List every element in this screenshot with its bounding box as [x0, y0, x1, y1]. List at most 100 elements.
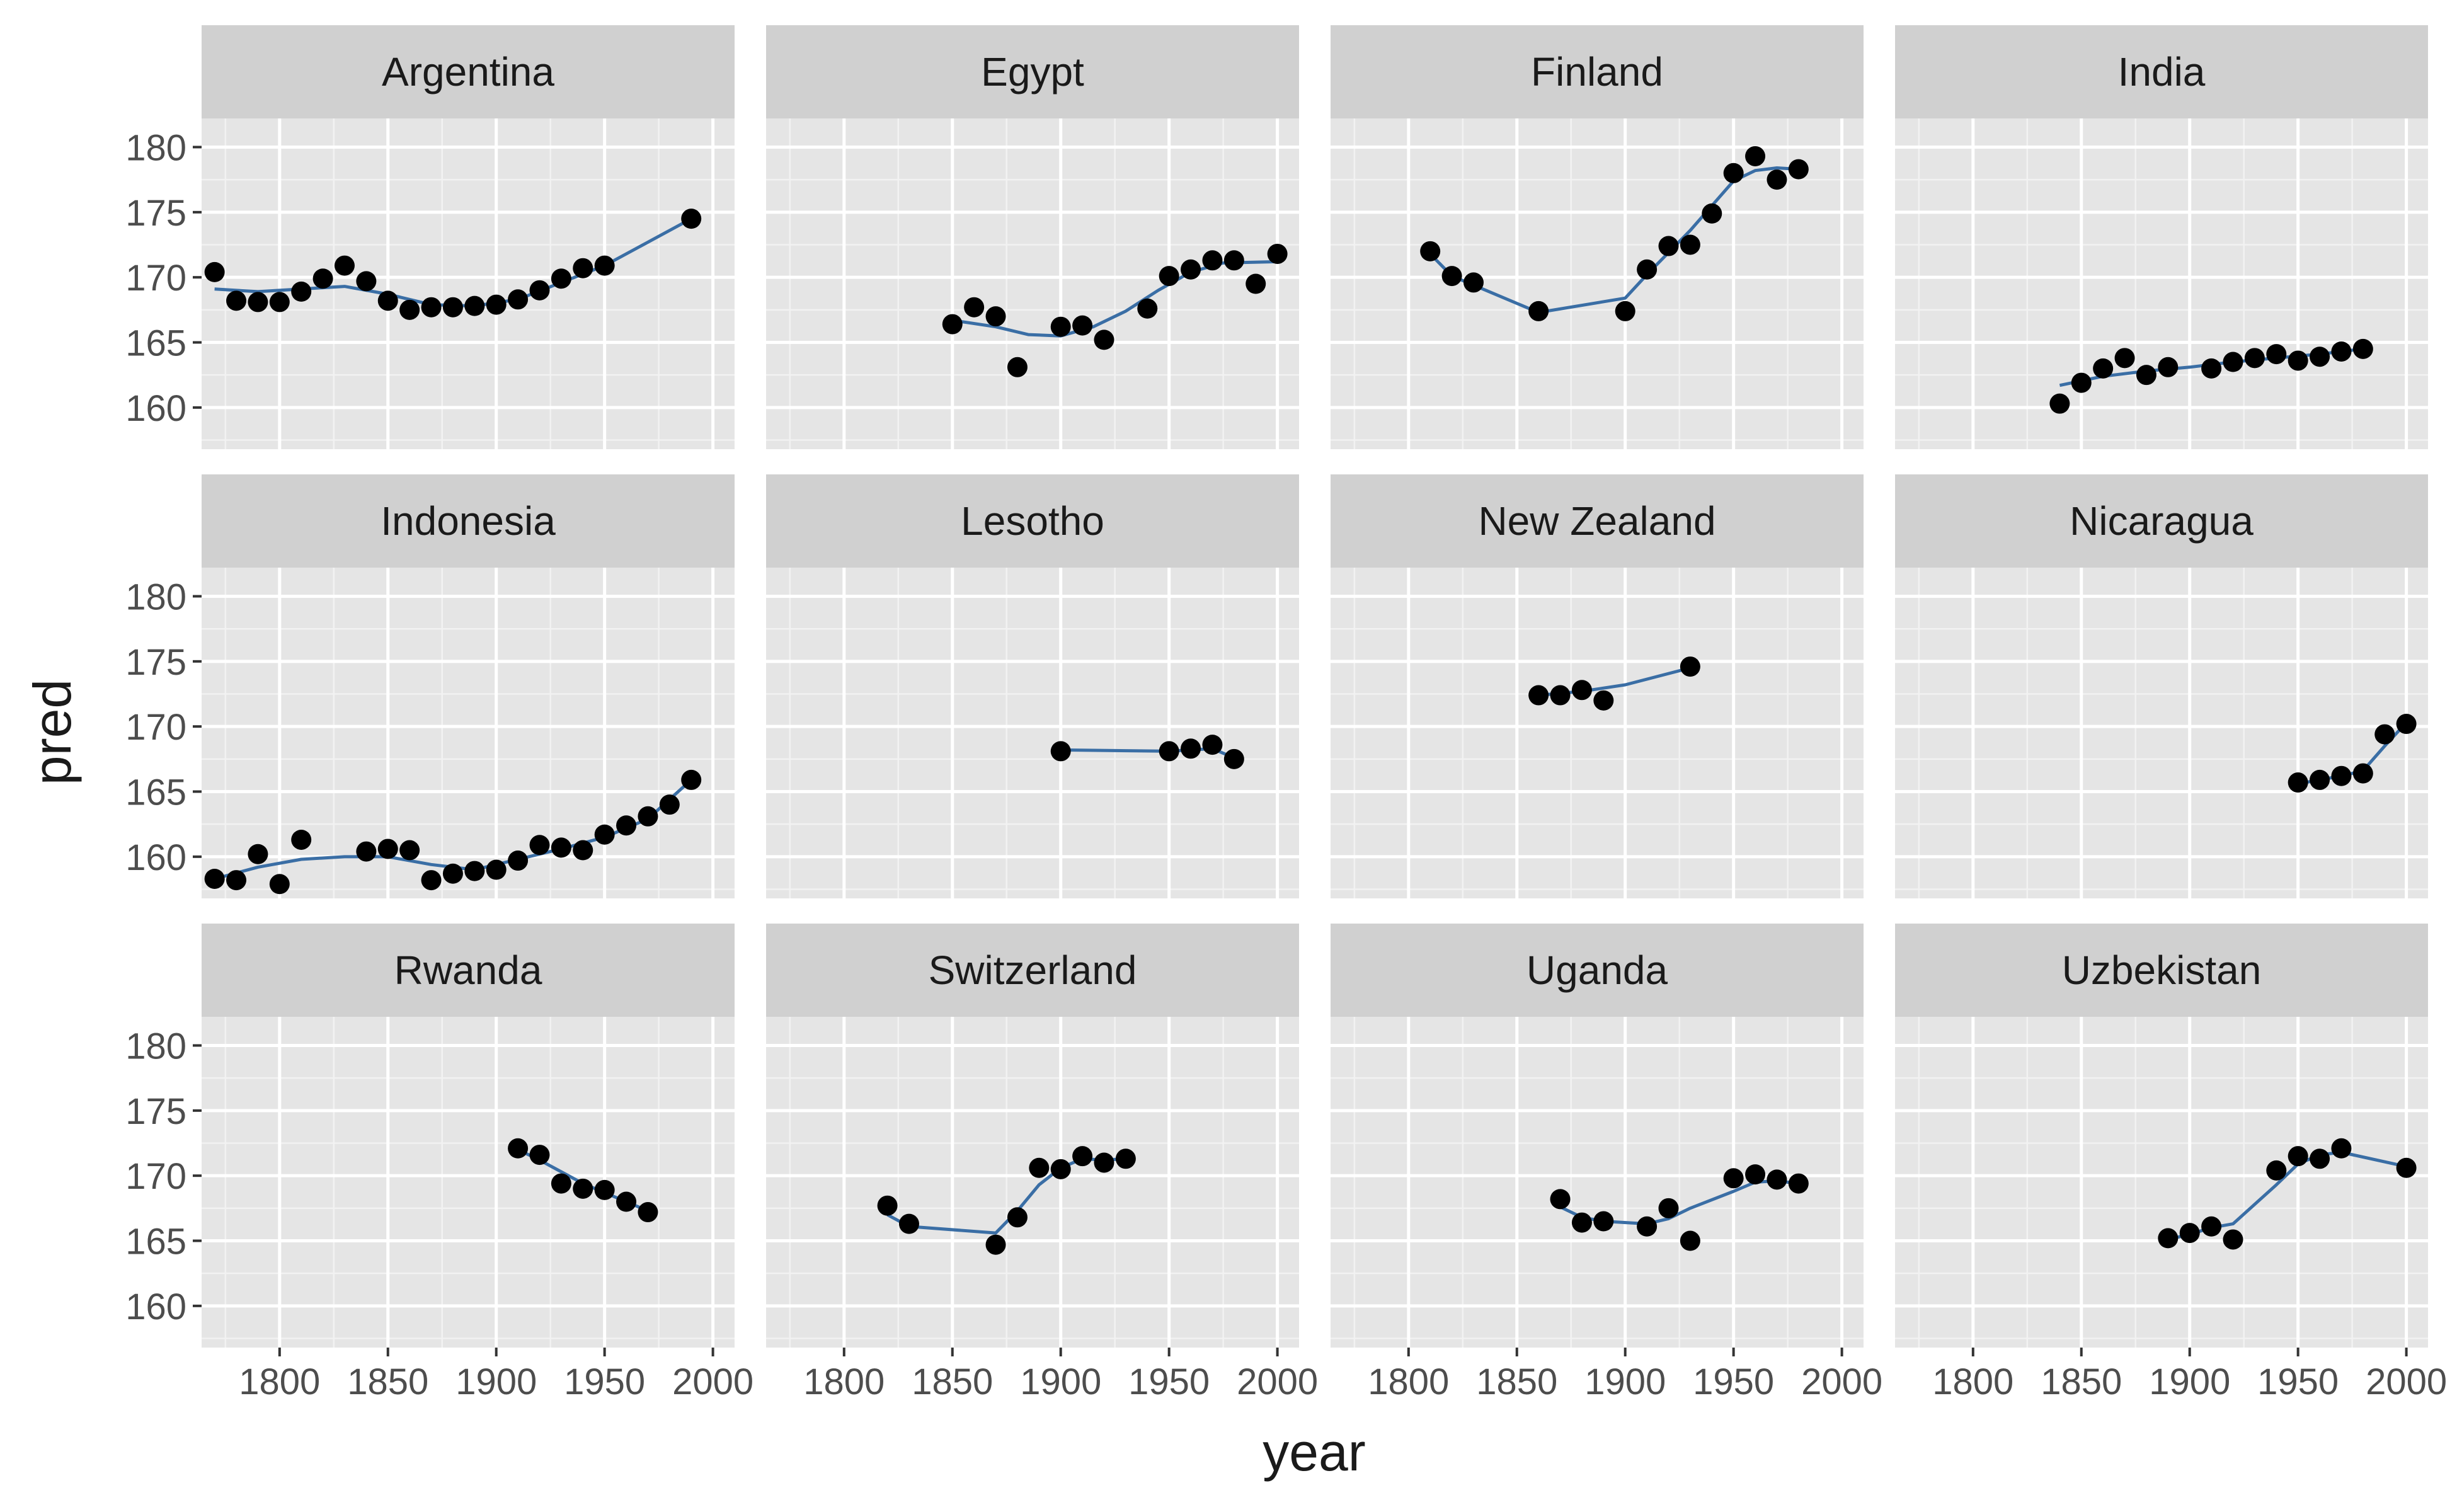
data-point	[1159, 266, 1179, 287]
data-point	[1550, 685, 1571, 706]
x-tick-label: 1800	[239, 1361, 320, 1402]
panel-background	[766, 118, 1299, 449]
data-point	[551, 268, 571, 289]
x-tick-label: 1800	[803, 1361, 885, 1402]
facet-strip-label: India	[2118, 49, 2206, 94]
data-point	[2331, 1138, 2352, 1159]
facet-strip-label: Egypt	[981, 49, 1084, 94]
data-point	[1007, 357, 1028, 377]
panel-background	[202, 568, 735, 898]
y-tick-label: 170	[125, 1156, 186, 1197]
facet-strip	[1895, 474, 2428, 568]
data-point	[1246, 273, 1266, 294]
x-tick-label: 2000	[672, 1361, 753, 1402]
data-point	[421, 870, 442, 891]
data-point	[2158, 357, 2179, 377]
data-point	[2331, 341, 2352, 362]
data-point	[226, 290, 247, 311]
data-point	[1723, 163, 1744, 183]
data-point	[594, 255, 615, 276]
data-point	[1702, 203, 1722, 224]
data-point	[964, 297, 985, 318]
panel-grid: Argentina 160 165 170 175 180 Egypt Finland Indi…	[125, 25, 2447, 1402]
data-point	[1223, 250, 1244, 271]
data-point	[2114, 348, 2135, 369]
data-point	[1202, 735, 1223, 755]
data-point	[356, 271, 377, 292]
data-point	[204, 261, 225, 282]
x-tick-label: 1950	[1693, 1361, 1774, 1402]
data-point	[2352, 338, 2373, 359]
data-point	[2310, 346, 2330, 367]
panel-background	[766, 1017, 1299, 1348]
data-point	[442, 863, 463, 884]
data-point	[399, 840, 420, 861]
data-point	[226, 870, 247, 891]
data-point	[659, 794, 680, 815]
data-point	[529, 1145, 550, 1166]
data-point	[1658, 236, 1679, 256]
data-point	[551, 837, 571, 858]
data-point	[616, 1191, 637, 1212]
data-point	[2396, 1157, 2417, 1178]
facet-finland: Finland	[1331, 25, 1864, 449]
x-tick-label: 1850	[1476, 1361, 1557, 1402]
data-point	[269, 292, 290, 312]
data-point	[2352, 763, 2373, 784]
data-point	[2331, 765, 2352, 786]
data-point	[1550, 1189, 1571, 1210]
data-point	[594, 1179, 615, 1200]
y-tick-label: 170	[125, 707, 186, 748]
data-point	[508, 1138, 529, 1159]
data-point	[1637, 259, 1658, 280]
data-point	[2266, 1160, 2287, 1181]
data-point	[1571, 1212, 1592, 1233]
facet-strip	[766, 474, 1299, 568]
x-axis-title: year	[1263, 1423, 1365, 1482]
facet-strip-label: New Zealand	[1478, 498, 1715, 544]
data-point	[508, 850, 529, 871]
data-point	[529, 835, 550, 856]
facet-strip	[766, 924, 1299, 1017]
y-tick-label: 160	[125, 1286, 186, 1327]
data-point	[681, 769, 702, 790]
data-point	[399, 299, 420, 320]
data-point	[248, 292, 268, 312]
data-point	[421, 297, 442, 318]
facet-strip-label: Argentina	[382, 49, 554, 94]
data-point	[312, 268, 333, 289]
data-point	[1680, 234, 1700, 255]
facet-strip-label: Indonesia	[381, 498, 556, 544]
panel-background	[1895, 568, 2428, 898]
data-point	[2136, 365, 2156, 386]
data-point	[2396, 714, 2417, 735]
data-point	[1767, 1169, 1787, 1190]
facet-strip	[202, 924, 735, 1017]
x-tick-label: 1900	[2149, 1361, 2230, 1402]
facet-strip	[1331, 924, 1864, 1017]
data-point	[2288, 1146, 2308, 1167]
data-point	[291, 281, 312, 302]
facet-india: India	[1895, 25, 2428, 449]
facet-new-zealand: New Zealand	[1331, 474, 1864, 898]
data-point	[2201, 358, 2222, 379]
data-point	[2310, 1148, 2330, 1169]
data-point	[638, 1202, 658, 1223]
data-point	[1094, 329, 1114, 350]
data-point	[1571, 680, 1592, 701]
data-point	[1528, 301, 1549, 321]
y-axis-title: pred	[23, 679, 82, 785]
data-point	[1050, 1159, 1071, 1179]
y-tick-label: 160	[125, 388, 186, 429]
x-tick-label: 1900	[455, 1361, 537, 1402]
data-point	[1745, 146, 1766, 166]
data-point	[877, 1195, 898, 1216]
y-tick-label: 175	[125, 193, 186, 234]
data-point	[464, 295, 485, 316]
data-point	[2288, 350, 2308, 371]
facet-strip-label: Rwanda	[394, 948, 542, 993]
facet-strip	[1895, 25, 2428, 118]
data-point	[1007, 1207, 1028, 1228]
facet-switzerland: Switzerland 1800 1850 1900 1950 2000	[766, 924, 1318, 1402]
data-point	[985, 1234, 1006, 1255]
